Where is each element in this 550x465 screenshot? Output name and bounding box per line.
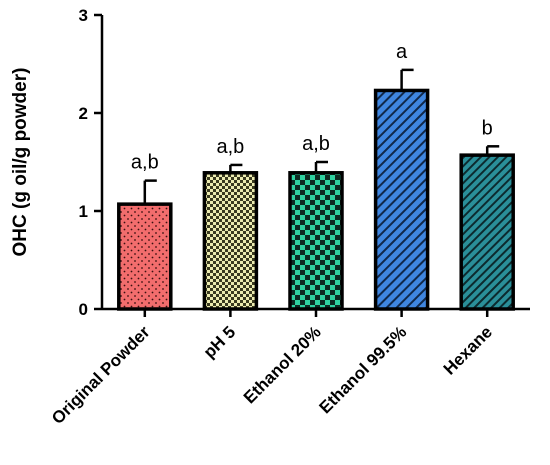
y-axis-title: OHC (g oil/g powder): [10, 68, 31, 257]
bar-3: [373, 88, 430, 311]
x-tick-label-4: Hexane: [440, 322, 496, 378]
significance-label-1: a,b: [216, 136, 244, 158]
x-tick-label-2: Ethanol 20%: [240, 322, 325, 407]
significance-label-2: a,b: [302, 133, 330, 155]
x-tick-label-0: Original Powder: [48, 322, 154, 428]
significance-label-4: b: [482, 117, 493, 139]
bar-group-1: a,b: [202, 136, 259, 311]
bar-group-4: b: [459, 117, 515, 311]
significance-label-0: a,b: [131, 152, 159, 174]
y-axis: 0 1 2 3: [79, 6, 104, 319]
x-axis: Original Powder pH 5 Ethanol 20%Ethanol 99…: [48, 307, 530, 428]
y-tick-label-3: 3: [79, 6, 88, 25]
bar-group-2: a,b: [288, 133, 344, 311]
x-tick-label-1: pH 5: [200, 322, 239, 361]
y-tick-label-1: 1: [79, 202, 88, 221]
significance-label-3: a: [396, 41, 408, 63]
bar-0: [117, 202, 173, 311]
bar-2: [288, 171, 344, 311]
y-tick-label-2: 2: [79, 104, 88, 123]
bar-group-3: a: [373, 41, 430, 311]
bar-group-0: a,b: [117, 152, 173, 311]
y-tick-label-0: 0: [79, 300, 88, 319]
bars: a,b a,b a,b a b: [117, 41, 515, 311]
bar-1: [202, 171, 259, 311]
x-tick-label-3: Ethanol 99.5%: [315, 322, 410, 417]
bar-4: [459, 153, 515, 311]
